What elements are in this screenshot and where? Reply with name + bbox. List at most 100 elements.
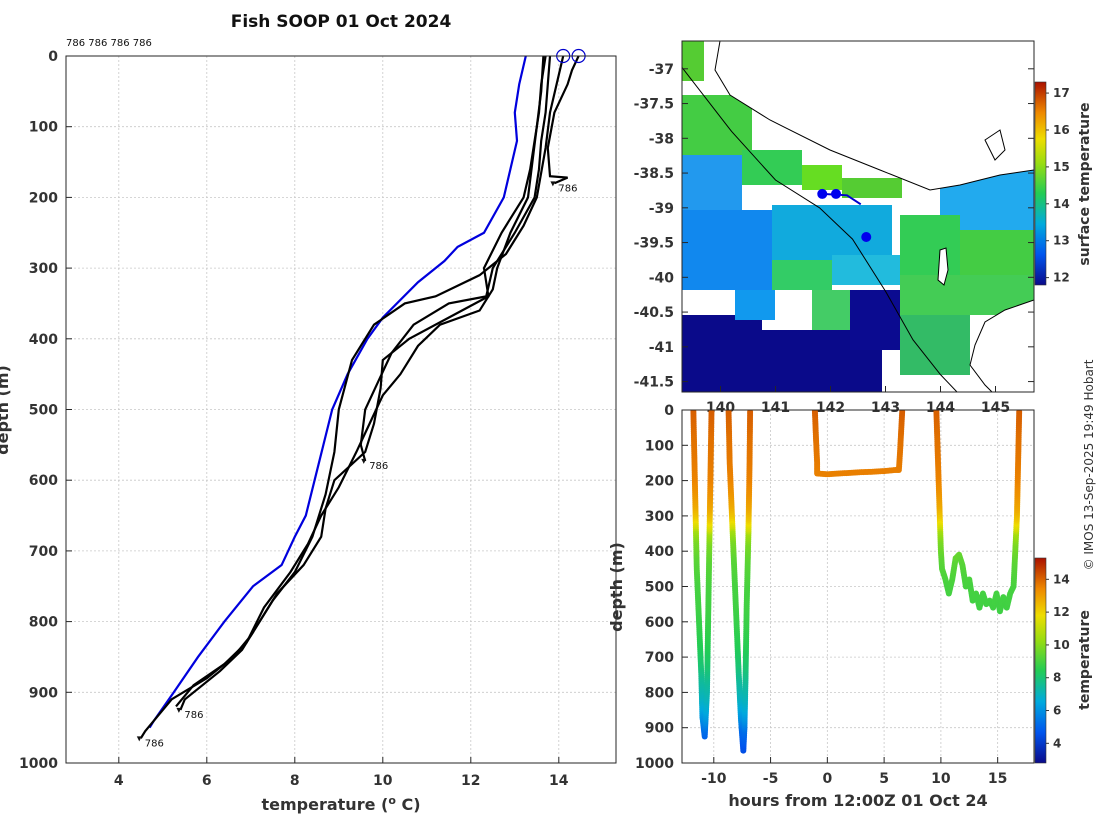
profile-id-label: 786 bbox=[558, 183, 577, 194]
depth-time-point bbox=[899, 410, 906, 415]
profile-line bbox=[139, 56, 565, 739]
profile-panel: Fish SOOP 01 Oct 2024 786 786 786 786 4 6… bbox=[0, 12, 617, 814]
float-position bbox=[817, 188, 828, 199]
sst-colorbar-tick-label: 13 bbox=[1053, 234, 1070, 248]
map-x-tick-label: 145 bbox=[981, 400, 1010, 416]
depth-time-x-axis-label: hours from 12:00Z 01 Oct 24 bbox=[728, 791, 987, 810]
depth-time-panel: -10 -5 0 5 10 15 0 100 200 300 400 500 600 700 800 900… bbox=[607, 403, 1093, 810]
sst-colorbar-tick-label: 12 bbox=[1053, 271, 1070, 285]
sst-patch bbox=[850, 290, 900, 350]
profile-x-tick-label: 6 bbox=[202, 773, 212, 789]
mainland-coast bbox=[682, 41, 1034, 191]
sst-colorbar-tick-label: 15 bbox=[1053, 160, 1070, 174]
sst-patch bbox=[735, 290, 775, 320]
temp-colorbar-label: temperature bbox=[1077, 610, 1093, 710]
depth-time-y-tick-label: 600 bbox=[645, 615, 674, 631]
map-y-tick-label: -39.5 bbox=[634, 236, 674, 252]
profile-y-tick-label: 200 bbox=[29, 190, 58, 206]
depth-time-y-tick-label: 100 bbox=[645, 438, 674, 454]
depth-time-y-tick-label: 500 bbox=[645, 580, 674, 596]
profile-y-tick-label: 900 bbox=[29, 685, 58, 701]
profile-id-label: 786 bbox=[145, 738, 164, 749]
map-x-tick-label: 142 bbox=[816, 400, 845, 416]
map-y-tick-label: -37.5 bbox=[634, 97, 674, 113]
map-y-tick-label: -39 bbox=[649, 201, 674, 217]
profile-id-label: 786 bbox=[369, 461, 388, 472]
profile-x-tick-label: 8 bbox=[290, 773, 300, 789]
profile-end-marker: ▾ bbox=[361, 456, 366, 467]
profile-y-tick-label: 1000 bbox=[19, 756, 58, 772]
sst-patch bbox=[900, 215, 960, 275]
profile-x-tick-label: 4 bbox=[114, 773, 124, 789]
temp-colorbar-tick-label: 14 bbox=[1053, 572, 1070, 586]
sst-patch bbox=[900, 315, 970, 375]
profile-line bbox=[546, 56, 580, 185]
profile-y-tick-label: 800 bbox=[29, 615, 58, 631]
profile-gridlines bbox=[66, 55, 616, 764]
sst-patch bbox=[742, 150, 802, 185]
sst-patch bbox=[682, 155, 742, 210]
profile-y-tick-label: 500 bbox=[29, 403, 58, 419]
profile-id-header: 786 786 786 786 bbox=[66, 38, 152, 49]
float-position bbox=[861, 232, 872, 243]
map-y-ticks: -37 -37.5 -38 -38.5 -39 -39.5 -40 -40.5 -41 -41.5 bbox=[634, 62, 1034, 391]
map-x-tick-label: 143 bbox=[871, 400, 900, 416]
temp-colorbar-ticks: 4 6 8 10 12 14 bbox=[1046, 572, 1070, 750]
temp-colorbar-tick-label: 4 bbox=[1053, 736, 1061, 750]
depth-time-points bbox=[690, 410, 1023, 754]
float-position bbox=[831, 188, 841, 199]
profile-x-tick-label: 10 bbox=[373, 773, 393, 789]
sst-patch bbox=[682, 315, 762, 392]
sst-patch bbox=[802, 165, 842, 190]
map-y-tick-label: -40 bbox=[649, 270, 675, 286]
map-y-tick-label: -41.5 bbox=[634, 375, 674, 391]
profile-frame bbox=[65, 55, 617, 764]
depth-time-x-tick-label: 5 bbox=[879, 771, 889, 787]
map-x-ticks: 140 141 142 143 144 145 bbox=[706, 386, 1010, 416]
depth-time-y-ticks: 0 100 200 300 400 500 600 700 800 900 1000 bbox=[635, 403, 688, 772]
profile-y-tick-label: 600 bbox=[29, 473, 58, 489]
sst-patch bbox=[772, 205, 892, 260]
profile-plot-area bbox=[139, 56, 580, 739]
profile-y-axis-label: depth (m) bbox=[0, 365, 12, 455]
sst-colorbar-tick-label: 16 bbox=[1053, 123, 1070, 137]
map-y-tick-label: -41 bbox=[649, 340, 674, 356]
temp-colorbar-tick-label: 8 bbox=[1053, 671, 1061, 685]
depth-time-frame bbox=[681, 409, 1035, 764]
sst-patch bbox=[682, 41, 704, 81]
temp-colorbar-tick-label: 6 bbox=[1053, 704, 1061, 718]
profile-y-tick-label: 0 bbox=[48, 49, 58, 65]
profile-id-labels: ▾ 786▾ 786▾ 786▾ 786 bbox=[137, 178, 578, 749]
profile-y-tick-label: 100 bbox=[29, 120, 58, 136]
sst-patch bbox=[682, 210, 772, 290]
depth-time-plot-area bbox=[690, 410, 1023, 754]
depth-time-y-tick-label: 0 bbox=[664, 403, 674, 419]
depth-time-y-axis-label: depth (m) bbox=[607, 542, 626, 632]
climatology-line bbox=[148, 56, 527, 729]
sst-patch bbox=[842, 178, 902, 198]
profile-end-marker: ▾ bbox=[137, 733, 142, 744]
chart-title: Fish SOOP 01 Oct 2024 bbox=[231, 12, 452, 32]
profile-y-tick-label: 400 bbox=[29, 332, 58, 348]
depth-time-y-tick-label: 300 bbox=[645, 509, 674, 525]
map-x-tick-label: 141 bbox=[761, 400, 790, 416]
depth-time-point bbox=[1016, 410, 1023, 415]
float-positions bbox=[817, 188, 872, 243]
temp-colorbar-tick-label: 12 bbox=[1053, 605, 1070, 619]
map-y-tick-label: -38.5 bbox=[634, 166, 674, 182]
ship-track bbox=[682, 67, 958, 392]
profile-end-marker: ▾ bbox=[176, 705, 181, 716]
depth-time-x-tick-label: -5 bbox=[763, 771, 779, 787]
temp-colorbar bbox=[1034, 557, 1047, 764]
map-x-tick-label: 144 bbox=[926, 400, 955, 416]
sst-colorbar-tick-label: 17 bbox=[1053, 86, 1070, 100]
profile-x-tick-label: 14 bbox=[549, 773, 569, 789]
profile-id-label: 786 bbox=[184, 710, 203, 721]
mainland bbox=[682, 41, 1034, 190]
port-phillip bbox=[984, 129, 1006, 161]
profile-line bbox=[175, 56, 545, 708]
map-y-tick-label: -38 bbox=[649, 131, 674, 147]
profile-line bbox=[359, 56, 552, 462]
depth-time-y-tick-label: 400 bbox=[645, 544, 674, 560]
